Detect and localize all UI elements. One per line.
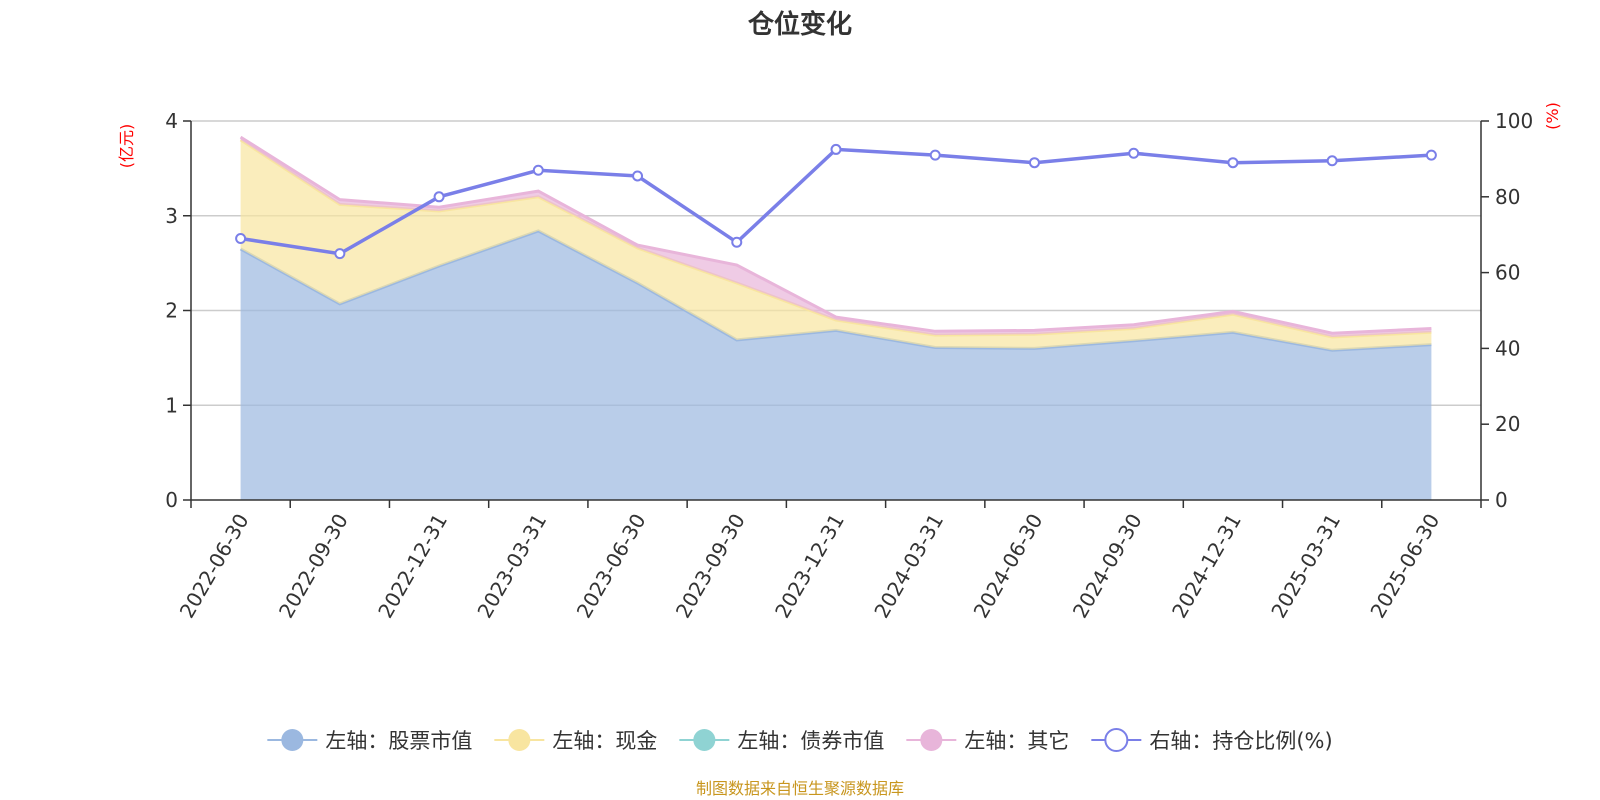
x-tick-label: 2024-03-31: [869, 509, 948, 622]
holding-ratio-point: [235, 232, 247, 244]
holding-ratio-point: [334, 248, 346, 260]
legend-label: 左轴：现金: [552, 729, 657, 753]
holding-ratio-point: [830, 143, 842, 155]
left-tick-label: 4: [165, 109, 178, 133]
x-tick-label: 2022-09-30: [274, 510, 353, 623]
legend-marker: [1104, 728, 1129, 752]
legend-label: 右轴：持仓比例(%): [1149, 729, 1332, 753]
left-tick-label: 1: [165, 393, 178, 417]
area-edge-4: [239, 135, 1432, 335]
x-tick-label: 2022-12-31: [373, 509, 452, 622]
legend-label: 左轴：债券市值: [737, 729, 884, 753]
holding-ratio-point: [532, 164, 544, 176]
x-tick-label: 2022-06-30: [175, 510, 254, 623]
right-axis-unit: (%): [1543, 102, 1562, 130]
left-tick-label: 2: [165, 299, 178, 323]
area-2: [240, 139, 1432, 351]
x-tick-label: 2023-06-30: [572, 510, 651, 623]
legend-label: 左轴：其它: [964, 729, 1069, 753]
holding-ratio-point: [1326, 155, 1338, 167]
legend-item: 左轴：债券市值: [679, 729, 884, 753]
left-tick-label: 0: [165, 488, 178, 512]
legend: 左轴：股票市值 左轴：现金 左轴：债券市值 左轴：其它 右轴：持仓比例(%): [267, 728, 1333, 753]
right-tick-label: 60: [1495, 261, 1520, 285]
x-tick-label: 2024-09-30: [1068, 510, 1147, 623]
holding-ratio-point: [1227, 157, 1239, 169]
holding-ratio-line: [235, 143, 1437, 260]
legend-item: 右轴：持仓比例(%): [1091, 728, 1333, 753]
holding-ratio-point: [1128, 147, 1140, 159]
x-tick-label: 2023-03-31: [472, 510, 551, 623]
legend-item: 左轴：现金: [494, 729, 657, 753]
right-tick-label: 20: [1495, 412, 1520, 436]
area-1: [240, 230, 1432, 500]
x-tick-label: 2025-06-30: [1365, 510, 1444, 623]
stacked-areas: [239, 135, 1432, 500]
legend-marker: [281, 729, 304, 751]
right-tick-label: 100: [1495, 109, 1533, 133]
x-tick-label: 2024-06-30: [969, 510, 1048, 623]
holding-ratio-point: [1425, 149, 1437, 161]
legend-marker: [508, 729, 531, 751]
x-tick-label: 2023-09-30: [671, 510, 750, 623]
x-tick-label: 2024-12-31: [1167, 510, 1246, 623]
left-axis-unit: (亿元): [117, 124, 136, 169]
data-source-note: 制图数据来自恒生聚源数据库: [696, 779, 904, 798]
x-tick-label: 2025-03-31: [1266, 510, 1345, 623]
holding-ratio-point: [929, 149, 941, 161]
right-tick-label: 0: [1495, 488, 1508, 512]
left-tick-label: 3: [165, 204, 178, 228]
x-tick-label: 2023-12-31: [770, 510, 849, 623]
legend-marker: [920, 729, 943, 751]
holding-ratio-point: [433, 191, 445, 203]
holding-ratio-point: [632, 170, 644, 182]
legend-item: 左轴：其它: [906, 729, 1069, 753]
legend-marker: [693, 729, 716, 751]
chart-title: 仓位变化: [747, 9, 852, 40]
holding-ratio-point: [1028, 157, 1040, 169]
legend-item: 左轴：股票市值: [267, 729, 472, 753]
holding-ratio-point: [731, 236, 743, 248]
legend-label: 左轴：股票市值: [325, 729, 472, 753]
right-tick-label: 80: [1495, 185, 1520, 209]
right-tick-label: 40: [1495, 336, 1520, 360]
